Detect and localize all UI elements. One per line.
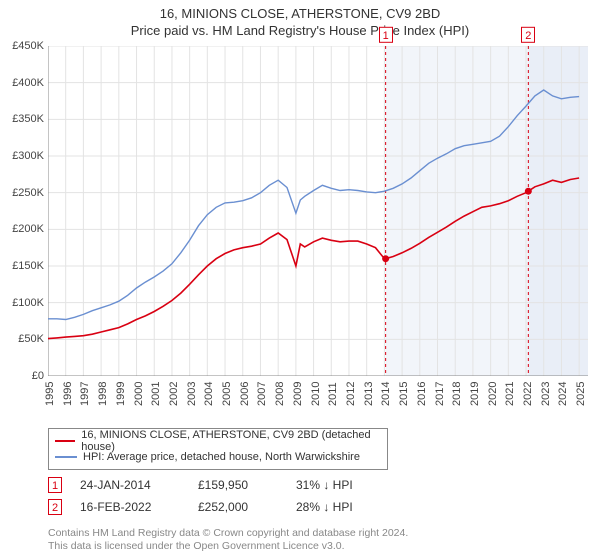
x-tick: 1996 (62, 382, 74, 406)
title-block: 16, MINIONS CLOSE, ATHERSTONE, CV9 2BD P… (0, 0, 600, 38)
y-tick: £50K (0, 333, 44, 345)
y-tick: £200K (0, 223, 44, 235)
legend: 16, MINIONS CLOSE, ATHERSTONE, CV9 2BD (… (48, 428, 388, 470)
x-tick: 2004 (203, 382, 215, 406)
x-tick: 2005 (221, 382, 233, 406)
sales-table: 1 24-JAN-2014 £159,950 31% ↓ HPI 2 16-FEB-202… (48, 474, 588, 518)
footer-line-2: This data is licensed under the Open Gov… (48, 540, 588, 554)
x-tick: 2019 (469, 382, 481, 406)
x-tick: 2008 (274, 382, 286, 406)
x-tick: 2012 (345, 382, 357, 406)
x-tick: 2022 (522, 382, 534, 406)
x-tick: 2016 (416, 382, 428, 406)
x-tick: 2011 (327, 382, 339, 406)
chart-area (48, 46, 588, 376)
x-tick: 2015 (398, 382, 410, 406)
sale-row: 2 16-FEB-2022 £252,000 28% ↓ HPI (48, 496, 588, 518)
title-sub: Price paid vs. HM Land Registry's House … (0, 23, 600, 38)
y-tick: £350K (0, 113, 44, 125)
x-tick: 2014 (380, 382, 392, 406)
x-tick: 2001 (150, 382, 162, 406)
x-tick: 2013 (363, 382, 375, 406)
sale-date: 16-FEB-2022 (80, 500, 180, 514)
sale-number-badge: 1 (48, 477, 62, 493)
y-tick: £150K (0, 260, 44, 272)
x-tick: 2023 (540, 382, 552, 406)
x-tick: 2007 (256, 382, 268, 406)
x-tick: 1999 (115, 382, 127, 406)
x-tick: 2021 (504, 382, 516, 406)
x-tick: 2000 (133, 382, 145, 406)
x-tick: 2006 (239, 382, 251, 406)
legend-swatch (55, 440, 75, 442)
legend-swatch (55, 456, 77, 458)
sale-date: 24-JAN-2014 (80, 478, 180, 492)
x-tick: 2003 (186, 382, 198, 406)
footer: Contains HM Land Registry data © Crown c… (48, 527, 588, 554)
x-tick: 1997 (79, 382, 91, 406)
x-tick: 2025 (575, 382, 587, 406)
x-tick: 2010 (310, 382, 322, 406)
x-tick: 1995 (44, 382, 56, 406)
sale-row: 1 24-JAN-2014 £159,950 31% ↓ HPI (48, 474, 588, 496)
sale-diff: 28% ↓ HPI (296, 500, 396, 514)
sale-price: £159,950 (198, 478, 278, 492)
x-tick: 1998 (97, 382, 109, 406)
y-tick: £450K (0, 40, 44, 52)
x-tick: 2024 (557, 382, 569, 406)
sale-diff: 31% ↓ HPI (296, 478, 396, 492)
y-tick: £0 (0, 370, 44, 382)
y-tick: £400K (0, 77, 44, 89)
x-tick: 2017 (434, 382, 446, 406)
y-tick: £100K (0, 297, 44, 309)
legend-row: HPI: Average price, detached house, Nort… (55, 449, 381, 465)
legend-label: 16, MINIONS CLOSE, ATHERSTONE, CV9 2BD (… (81, 429, 381, 453)
title-main: 16, MINIONS CLOSE, ATHERSTONE, CV9 2BD (0, 6, 600, 21)
x-tick: 2002 (168, 382, 180, 406)
x-axis-ticks: 1995199619971998199920002001200220032004… (48, 378, 588, 428)
legend-label: HPI: Average price, detached house, Nort… (83, 451, 360, 463)
y-tick: £250K (0, 187, 44, 199)
y-axis-ticks: £0£50K£100K£150K£200K£250K£300K£350K£400… (0, 46, 46, 376)
y-tick: £300K (0, 150, 44, 162)
chart-svg (48, 46, 588, 376)
legend-row: 16, MINIONS CLOSE, ATHERSTONE, CV9 2BD (… (55, 433, 381, 449)
sale-price: £252,000 (198, 500, 278, 514)
x-tick: 2020 (487, 382, 499, 406)
x-tick: 2018 (451, 382, 463, 406)
sale-number-badge: 2 (48, 499, 62, 515)
x-tick: 2009 (292, 382, 304, 406)
footer-line-1: Contains HM Land Registry data © Crown c… (48, 527, 588, 541)
